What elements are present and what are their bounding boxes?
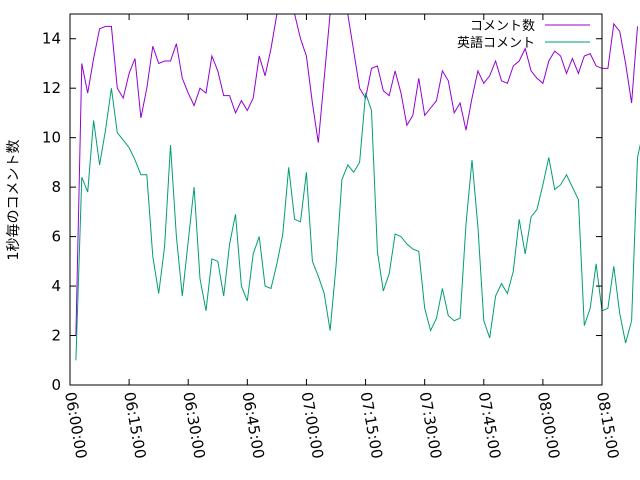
y-tick-label: 2	[51, 327, 61, 345]
legend-label-0: コメント数	[470, 19, 535, 34]
y-tick-label: 12	[42, 79, 61, 97]
y-axis-ticks: 0 2 4 6 8 10 12 14	[42, 30, 602, 394]
x-tick-label: 07:15:00	[357, 391, 386, 460]
x-tick-label: 06:15:00	[120, 391, 149, 460]
x-tick-label: 08:15:00	[593, 391, 622, 460]
y-tick-label: 10	[42, 129, 61, 147]
x-tick-label: 06:00:00	[61, 391, 90, 460]
legend-label-1: 英語コメント	[457, 35, 535, 51]
plot-frame	[69, 13, 603, 386]
series-line-1	[75, 88, 640, 361]
chart-axes	[69, 13, 603, 386]
x-tick-label: 06:30:00	[179, 391, 208, 460]
x-axis-ticks: 06:00:00 06:15:00 06:30:00 06:45:00 07:00:00…	[61, 14, 622, 460]
x-tick-label: 07:45:00	[475, 391, 504, 460]
x-tick-label: 06:45:00	[238, 391, 267, 460]
y-tick-label: 8	[51, 178, 61, 196]
y-tick-label: 6	[51, 228, 61, 246]
y-tick-label: 4	[51, 277, 61, 295]
y-tick-label: 0	[51, 376, 61, 394]
y-tick-label: 14	[42, 30, 61, 48]
x-tick-label: 08:00:00	[534, 391, 563, 460]
x-tick-label: 07:00:00	[298, 391, 327, 460]
x-tick-label: 07:30:00	[416, 391, 445, 460]
series-line-0	[75, 13, 638, 336]
y-axis-label: 1秒毎のコメント数	[6, 140, 22, 261]
plot-lines	[75, 13, 640, 361]
